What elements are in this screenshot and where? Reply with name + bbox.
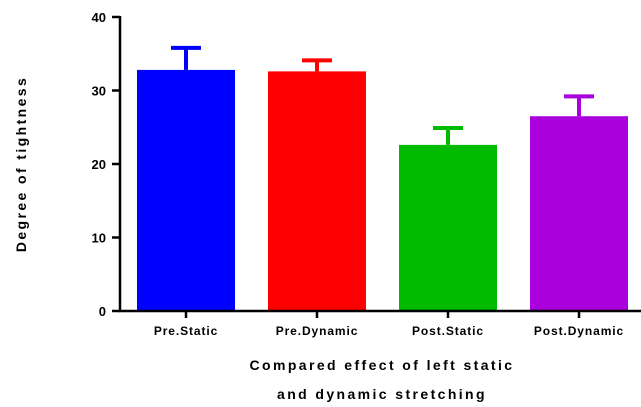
x-axis-title-line-1: Compared effect of left static (250, 357, 515, 373)
y-tick-label: 10 (92, 231, 106, 246)
bars-group (137, 69, 628, 311)
bar (137, 69, 235, 311)
y-tick-label: 0 (99, 304, 106, 319)
x-axis-title-line-2: and dynamic stretching (277, 386, 487, 402)
error-bars-group (171, 45, 594, 145)
x-ticks-group: Pre.Static Pre.Dynamic Post.Static Post.Dyn… (154, 311, 624, 338)
y-ticks-group: 0 10 20 30 40 (92, 10, 120, 319)
bar (530, 116, 628, 311)
bar (399, 144, 497, 311)
y-axis-title: Degree of tightness (13, 76, 29, 252)
x-tick-label: Pre.Dynamic (276, 324, 359, 338)
y-tick-label: 20 (92, 157, 106, 172)
x-tick-label: Post.Dynamic (534, 324, 624, 338)
x-tick-label: Pre.Static (154, 324, 218, 338)
x-tick-label: Post.Static (412, 324, 484, 338)
y-tick-label: 30 (92, 84, 106, 99)
bar (268, 71, 366, 311)
y-tick-label: 40 (92, 10, 106, 25)
